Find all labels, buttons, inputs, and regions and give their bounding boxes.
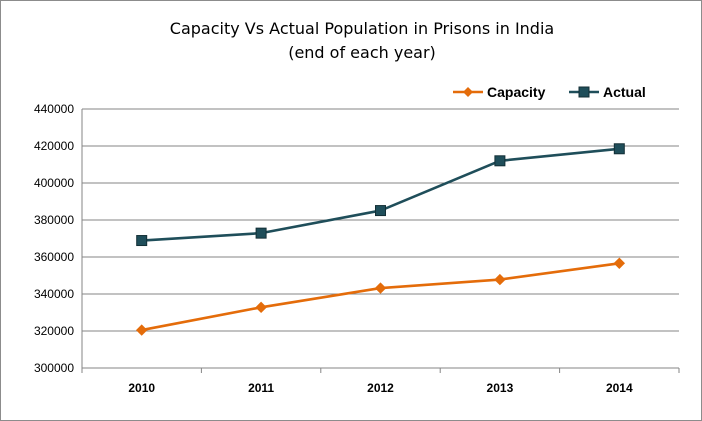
series-line-capacity (141, 262, 620, 332)
data-point-actual (613, 143, 625, 155)
data-point-actual (255, 227, 267, 239)
data-point-capacity (494, 273, 506, 286)
gridlines (82, 108, 679, 332)
data-point-actual (136, 235, 148, 247)
y-tick-label: 300000 (34, 361, 74, 375)
series-group (135, 143, 626, 336)
data-point-capacity (613, 257, 626, 269)
y-tick-label: 420000 (34, 139, 74, 153)
y-tick-label: 380000 (34, 213, 74, 227)
y-tick-label: 440000 (34, 102, 74, 116)
x-axis-ticks: 2010 2011 2012 2013 2014 (128, 381, 633, 395)
legend-marker-capacity (463, 87, 473, 97)
data-point-capacity (374, 282, 387, 294)
chart-title: Capacity Vs Actual Population in Prisons… (170, 19, 554, 38)
series-line-actual (141, 147, 620, 242)
data-point-capacity (255, 301, 267, 314)
x-tick-label: 2010 (128, 381, 155, 395)
axes (81, 109, 680, 373)
y-axis-ticks: 300000 320000 340000 360000 380000 400000 4200… (34, 102, 74, 375)
chart-subtitle: (end of each year) (288, 43, 436, 62)
legend-label-actual: Actual (603, 84, 646, 100)
y-tick-label: 400000 (34, 176, 74, 190)
legend: Capacity Actual (453, 84, 646, 100)
x-tick-label: 2014 (606, 381, 633, 395)
legend-marker-actual (578, 86, 590, 98)
x-tick-label: 2011 (248, 381, 274, 395)
data-point-capacity (135, 324, 148, 336)
y-tick-label: 360000 (34, 250, 74, 264)
data-point-actual (375, 205, 386, 217)
legend-label-capacity: Capacity (487, 84, 546, 100)
y-tick-label: 320000 (34, 324, 74, 338)
y-tick-label: 340000 (34, 287, 74, 301)
x-tick-label: 2012 (367, 381, 394, 395)
data-point-actual (494, 155, 506, 167)
x-tick-label: 2013 (487, 381, 514, 395)
